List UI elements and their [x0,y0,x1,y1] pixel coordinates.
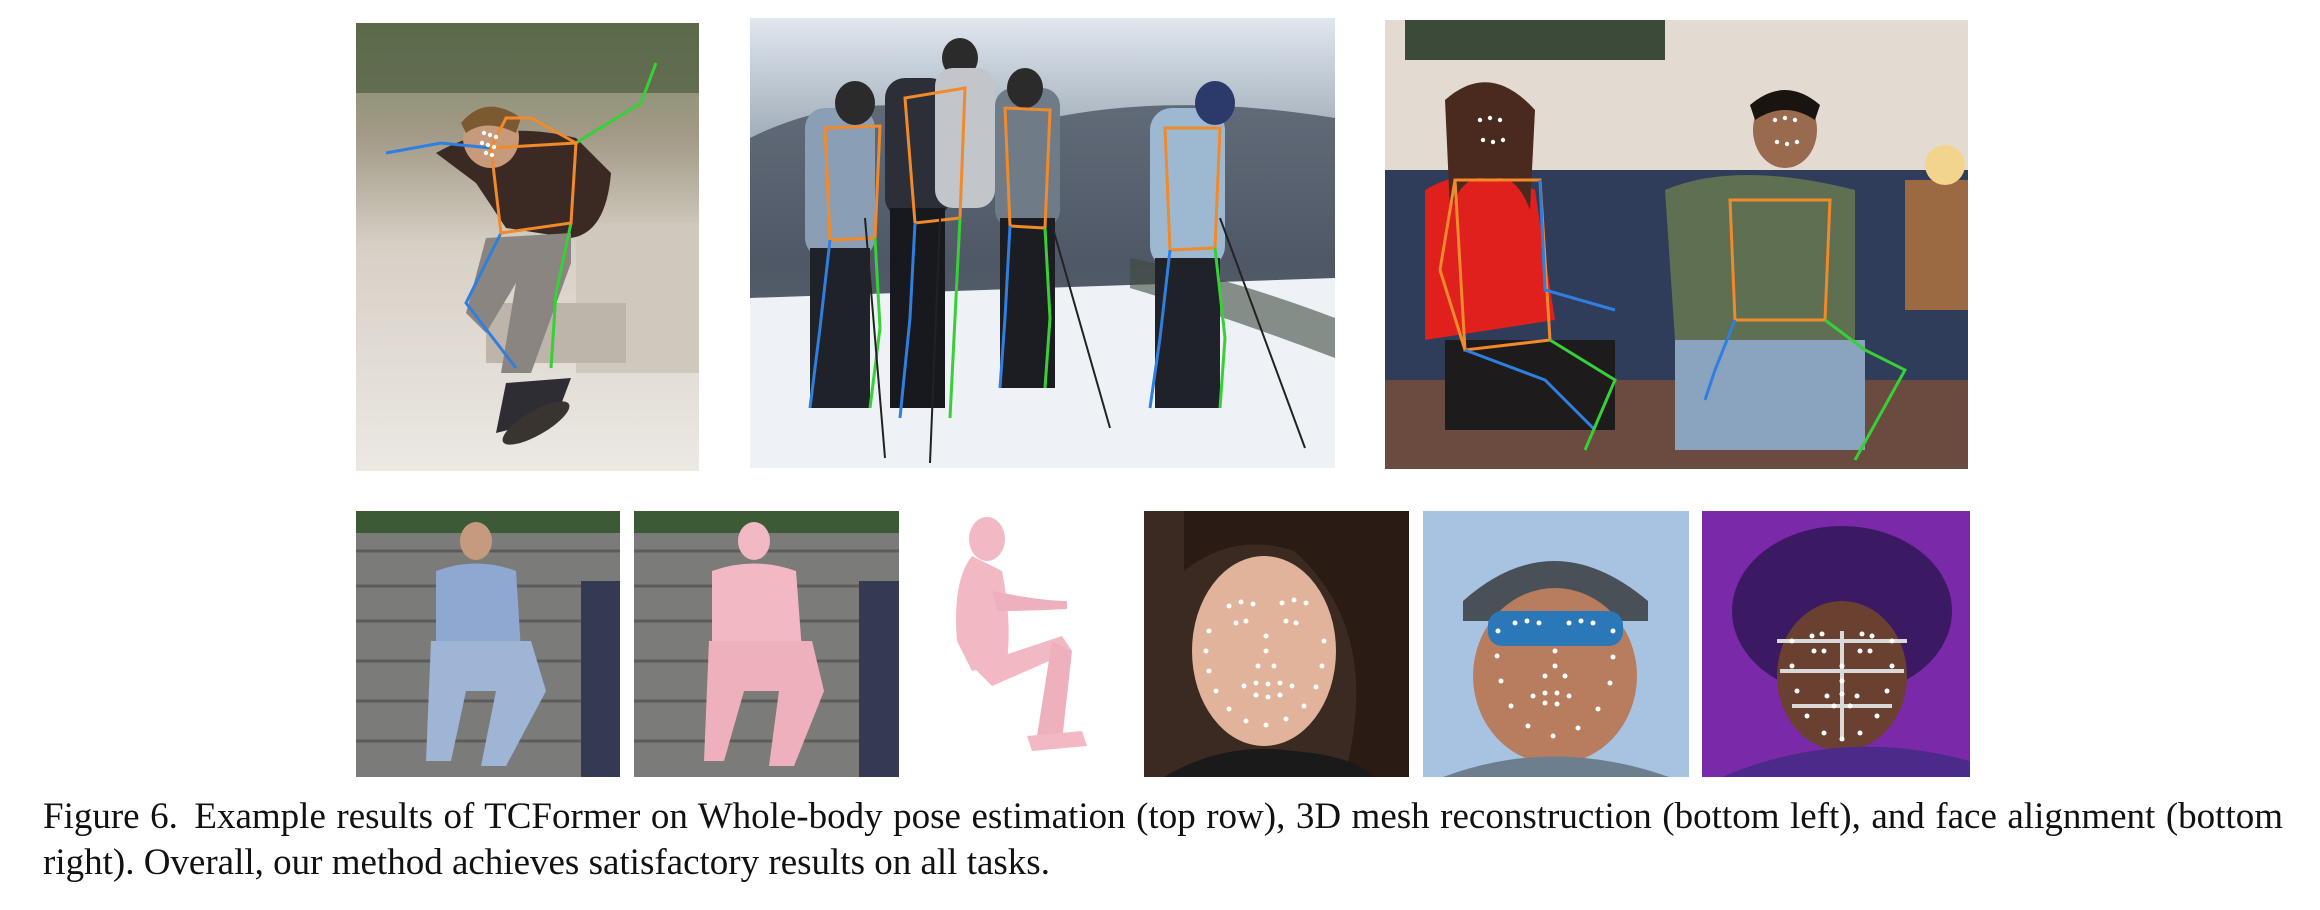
figure-caption-text: Example results of TCFormer on Whole-bod… [43,796,2284,883]
face-alignment-woman [1144,511,1409,777]
mesh-overlay-on-photo [634,511,899,777]
face-alignment-football-player [1702,511,1970,777]
figure-caption: Figure 6. Example results of TCFormer on… [43,794,2283,886]
mesh-side-view [912,511,1124,777]
photo-couch-players-pose [1385,20,1968,469]
photo-man-on-stairs [356,511,620,777]
photo-skiers-pose [750,18,1335,468]
face-alignment-man-cap [1423,511,1689,777]
photo-skateboarder-pose [356,23,699,471]
figure-number: Figure 6. [43,796,178,837]
